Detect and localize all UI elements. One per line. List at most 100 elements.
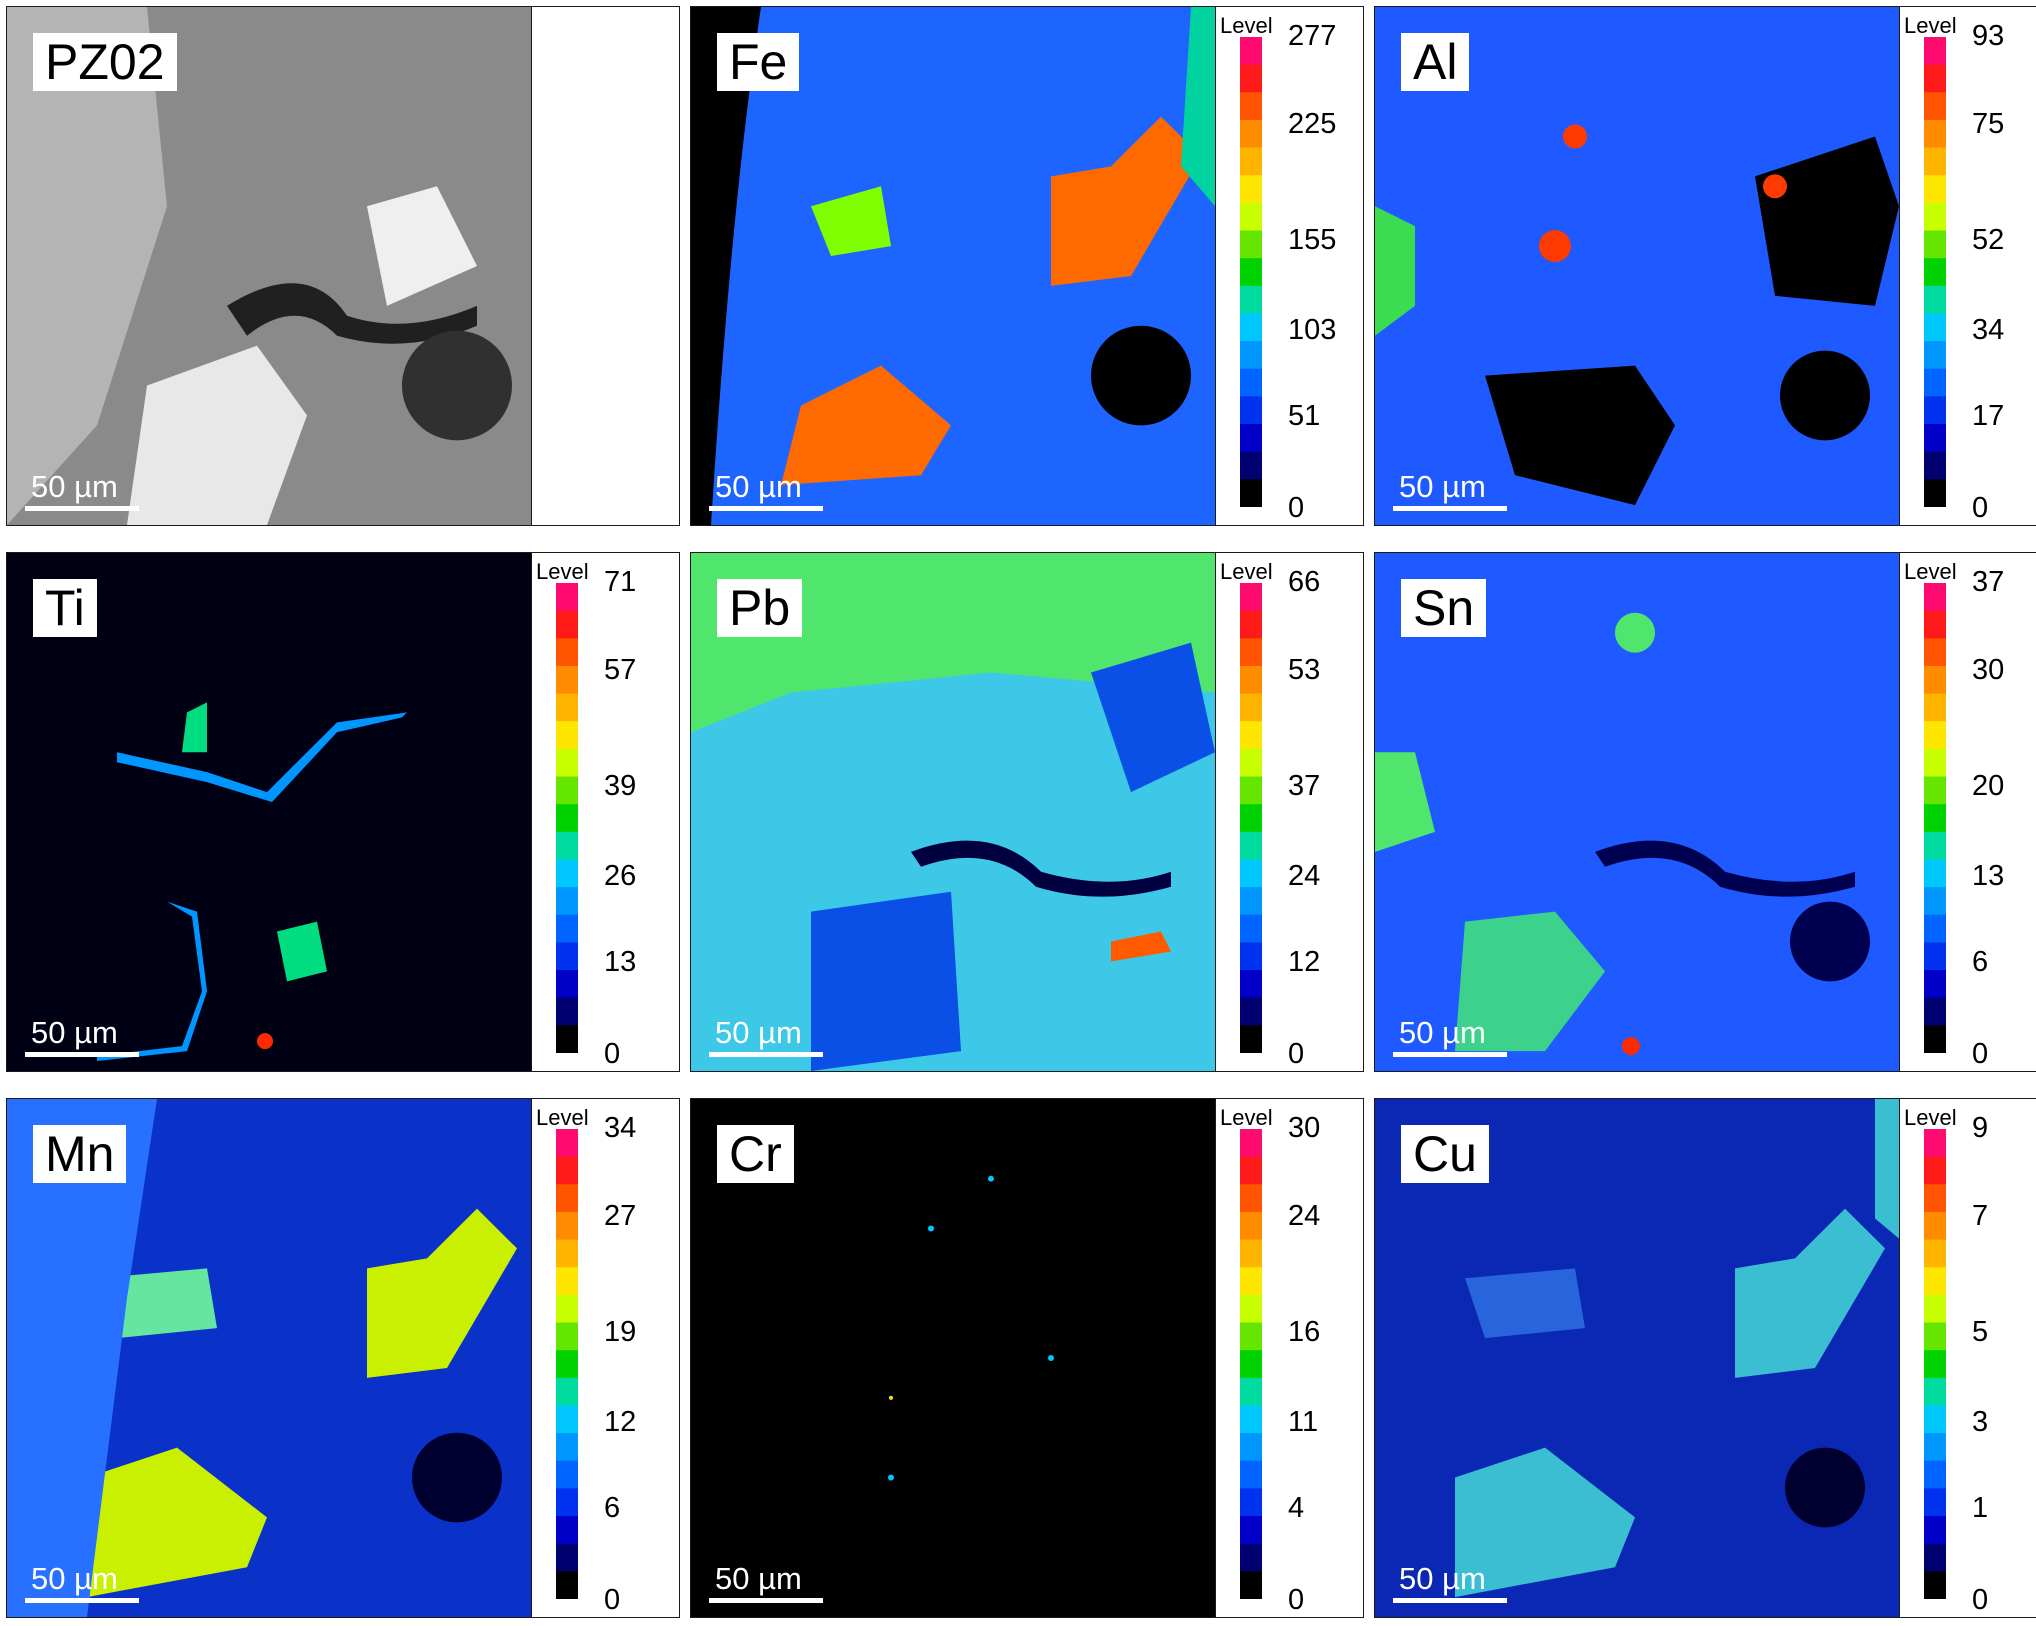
panel-sn: Sn 50 µm Level 37 30 20 13 6 0 [1374,552,2036,1072]
colorbar [1924,583,1946,1053]
colorbar-step [556,665,578,695]
legend-title: Level [1220,559,1273,584]
colorbar-step [1240,970,1262,999]
colorbar-tick-label: 103 [1288,314,1337,346]
colorbar-step [1240,1350,1262,1379]
colorbar [1924,37,1946,507]
map-texture [1375,612,1870,1056]
texture-region [1622,1037,1640,1056]
colorbar-step [1924,202,1946,232]
panel-pz02: PZ02 50 µm [6,6,680,526]
colorbar-step [1240,175,1262,204]
colorbar-step [1924,638,1946,667]
colorbar-step [1924,175,1946,204]
legend-title: Level [536,1105,589,1130]
map-texture [888,1175,1054,1481]
colorbar-step [1924,1025,1946,1053]
colorbar-tick-label: 5 [1972,1316,1989,1348]
colorbar-step [1924,37,1946,66]
colorbar-step [556,1433,578,1462]
colorbar-step [1924,396,1946,425]
texture-region [1048,1355,1054,1361]
colorbar [1240,583,1262,1053]
colorbar-tick-label: 37 [1288,770,1321,802]
legend: Level 277 225 155 103 51 0 [1215,7,1363,525]
colorbar-step [1924,230,1946,259]
colorbar-tick-label: 277 [1288,20,1337,52]
texture-region [1455,1447,1635,1598]
texture-region [781,365,951,486]
colorbar-step [1924,970,1946,999]
colorbar-step [1240,721,1262,750]
colorbar-step [1240,1460,1262,1489]
colorbar-step [1240,313,1262,342]
colorbar-step [1240,119,1262,149]
colorbar-step [1924,831,1946,860]
colorbar-step [1240,859,1262,888]
colorbar-tick-label: 0 [1288,1038,1305,1070]
colorbar-step [1240,1184,1262,1213]
element-label: PZ02 [33,33,177,91]
colorbar-step [1240,64,1262,93]
colorbar-step [1240,258,1262,287]
texture-region [1375,752,1435,852]
colorbar-tick-label: 11 [1288,1406,1319,1438]
colorbar-step [556,1571,578,1599]
colorbar-step [1240,230,1262,259]
texture-region [127,345,307,525]
legend: Level 37 30 20 13 6 0 [1899,553,2036,1071]
map-texture [7,7,512,525]
scale-bar [709,506,823,511]
colorbar-step [1240,638,1262,667]
panel-mn: Mn 50 µm Level 34 27 19 12 6 0 [6,1098,680,1618]
scale-label: 50 µm [715,469,802,504]
colorbar-step [1924,997,1946,1026]
colorbar-step [1924,368,1946,397]
colorbar-step [1924,92,1946,121]
texture-region [1780,350,1870,441]
colorbar-step [1924,1267,1946,1296]
colorbar-step [1240,479,1262,507]
colorbar-tick-label: 17 [1972,400,2005,432]
texture-region [117,712,407,803]
colorbar-step [1240,665,1262,695]
colorbar-tick-label: 93 [1972,20,2005,52]
map-texture [691,7,1215,525]
colorbar-tick-label: 27 [604,1200,637,1232]
colorbar-tick-label: 1 [1972,1492,1989,1524]
scale-label: 50 µm [1399,1561,1486,1596]
colorbar-step [1240,1322,1262,1351]
colorbar-tick-label: 26 [604,860,637,892]
colorbar-tick-label: 51 [1288,400,1321,432]
colorbar-step [1240,942,1262,971]
element-label: Sn [1401,579,1487,637]
colorbar-step [556,1516,578,1545]
texture-region [1455,911,1605,1052]
colorbar-step [1240,1267,1262,1296]
colorbar-tick-label: 19 [604,1316,637,1348]
colorbar-tick-label: 71 [604,566,637,598]
colorbar-tick-label: 4 [1288,1492,1305,1524]
colorbar-step [1240,693,1262,722]
colorbar-tick-label: 13 [1972,860,2005,892]
texture-region [257,1033,273,1050]
colorbar-step [556,1211,578,1241]
colorbar-tick-label: 7 [1972,1200,1989,1232]
colorbar-step [1240,748,1262,778]
colorbar-step [556,748,578,778]
colorbar-step [1924,285,1946,314]
colorbar-step [1240,1377,1262,1406]
colorbar-tick-label: 225 [1288,108,1337,140]
colorbar-step [1924,1184,1946,1213]
texture-region [691,7,761,525]
element-label: Fe [717,33,800,91]
texture-region [1875,1099,1899,1239]
colorbar-step [1924,914,1946,943]
map-texture [1455,1099,1899,1598]
legend: Level 71 57 39 26 13 0 [531,553,679,1071]
colorbar-step [556,831,578,860]
legend: Level 30 24 16 11 4 0 [1215,1099,1363,1617]
element-label: Pb [717,579,803,637]
colorbar-tick-label: 66 [1288,566,1321,598]
colorbar-step [1924,1294,1946,1324]
